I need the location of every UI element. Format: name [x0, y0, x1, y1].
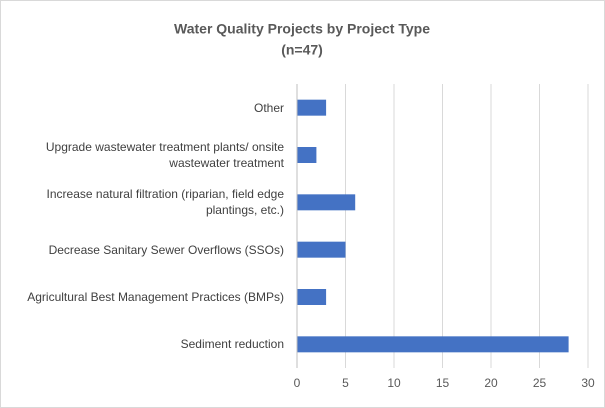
x-tick-label: 25 — [533, 376, 547, 390]
x-tick-label: 10 — [387, 376, 401, 390]
chart-title: Water Quality Projects by Project Type — [174, 21, 430, 37]
bar — [297, 147, 317, 163]
bar — [297, 336, 569, 353]
y-tick-label: Upgrade wastewater treatment plants/ ons… — [45, 140, 284, 170]
y-tick-label: Decrease Sanitary Sewer Overflows (SSOs) — [48, 242, 284, 257]
y-tick-label: Sediment reduction — [180, 337, 284, 352]
chart-subtitle: (n=47) — [281, 42, 323, 58]
bar — [297, 194, 356, 211]
x-tick-label: 5 — [342, 376, 349, 390]
y-tick-label: Agricultural Best Management Practices (… — [27, 290, 284, 304]
x-tick-label: 30 — [581, 376, 595, 390]
bar — [297, 241, 346, 258]
x-tick-label: 15 — [436, 376, 450, 390]
bar — [297, 99, 327, 116]
bar — [297, 289, 327, 305]
y-tick-label: Increase natural filtration (riparian, f… — [46, 187, 284, 218]
x-tick-label: 20 — [484, 376, 498, 390]
x-tick-label: 0 — [294, 376, 301, 390]
y-tick-label: Other — [253, 100, 284, 115]
